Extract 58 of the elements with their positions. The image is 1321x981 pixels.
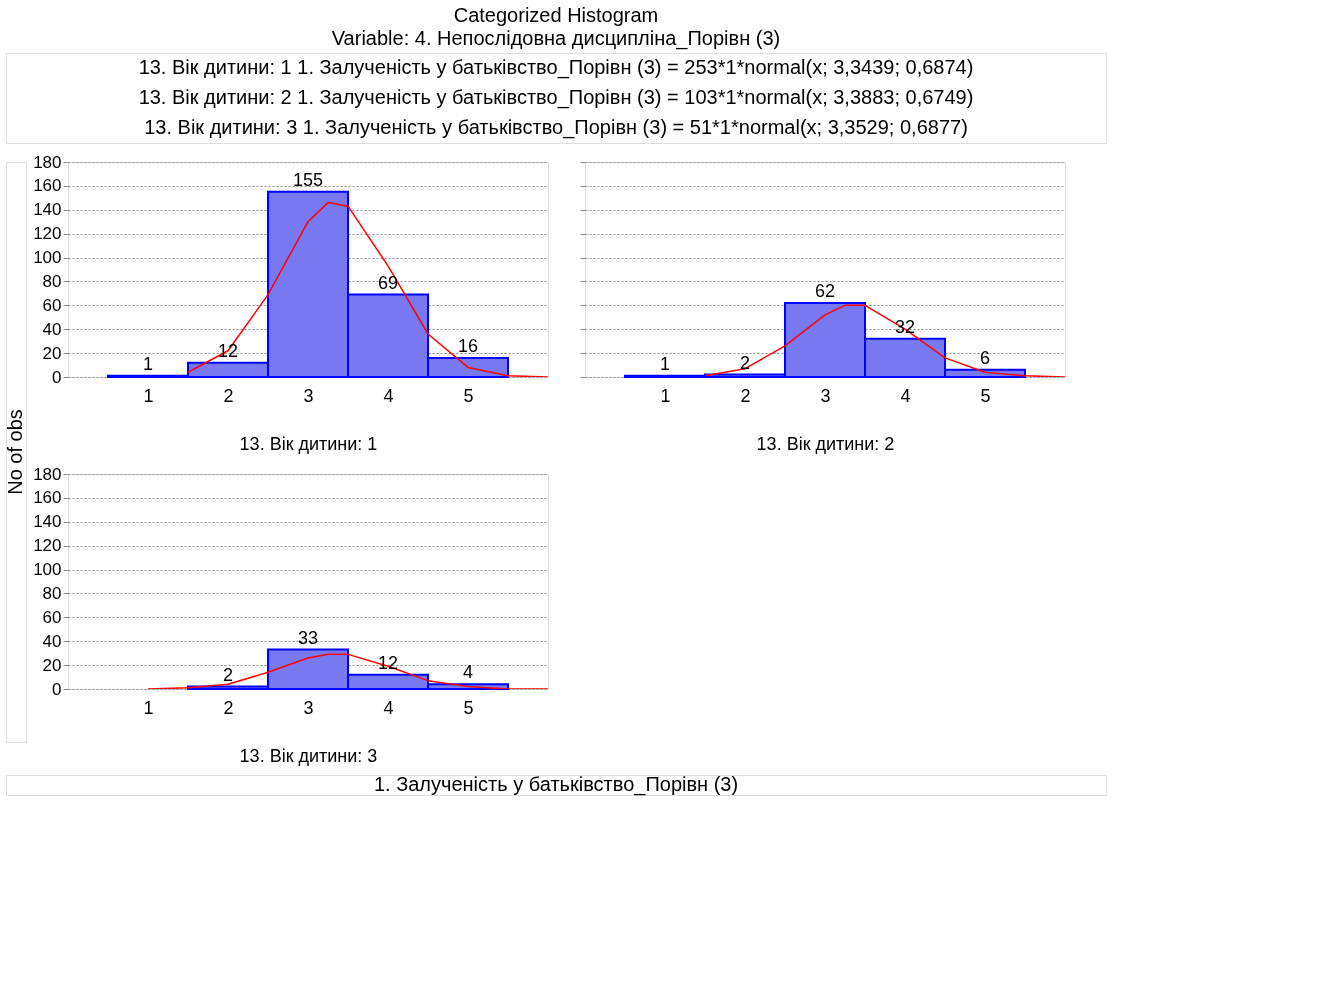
y-axis-title: No of obs: [4, 409, 26, 495]
y-tick-label: 100: [33, 248, 62, 268]
x-axis-title: 13. Вік дитини: 1: [239, 433, 378, 454]
x-tick-label: 5: [463, 697, 474, 718]
y-tick-label: 80: [42, 271, 62, 291]
data-label: 2: [739, 352, 751, 373]
x-tick-label: 1: [143, 697, 154, 718]
x-tick-label: 5: [980, 385, 991, 406]
line-series: [147, 653, 548, 689]
y-tick-label: 0: [52, 367, 62, 387]
y-tick-label: 100: [33, 560, 62, 580]
y-tick-label: 20: [42, 343, 62, 363]
text: 13. Вік дитини: 3 1. Залученість у батьківство_Порівн (3) = 51*1*normal(x; 3,3529; 0,6877): [144, 116, 968, 139]
data-label: 2: [222, 664, 234, 685]
data-label: 62: [814, 280, 836, 301]
x-tick-label: 3: [820, 385, 831, 406]
x-tick-label: 3: [303, 697, 314, 718]
x-tick-label: 4: [383, 385, 394, 406]
y-tick-label: 20: [42, 655, 62, 675]
y-tick-label: 140: [33, 200, 62, 220]
x-axis-title: 13. Вік дитини: 2: [756, 433, 895, 454]
text: 1. Залученість у батьківство_Порівн (3): [373, 773, 739, 796]
x-tick-label: 4: [383, 697, 394, 718]
x-tick-label: 5: [463, 385, 474, 406]
y-tick-label: 160: [33, 176, 62, 196]
y-tick-label: 180: [33, 152, 62, 172]
y-tick-label: 120: [33, 224, 62, 244]
data-label: 6: [979, 347, 991, 368]
x-tick-label: 2: [223, 385, 234, 406]
x-tick-label: 3: [303, 385, 314, 406]
x-axis-title: 13. Вік дитини: 3: [239, 745, 378, 766]
y-tick-label: 80: [42, 583, 62, 603]
data-label: 155: [292, 169, 324, 190]
data-label: 1: [659, 353, 671, 374]
y-tick-label: 40: [42, 319, 62, 339]
y-tick-label: 180: [33, 464, 62, 484]
y-tick-label: 60: [42, 607, 62, 627]
data-label: 4: [462, 662, 474, 683]
y-tick-label: 160: [33, 488, 62, 508]
x-tick-label: 2: [740, 385, 751, 406]
data-label: 33: [297, 627, 319, 648]
chart-subtitle: Variable: 4. Непослідовна дисципліна_Порівн (3): [331, 26, 781, 50]
data-label: 16: [457, 335, 479, 356]
y-tick-label: 60: [42, 295, 62, 315]
y-tick-label: 0: [52, 679, 62, 699]
y-tick-label: 40: [42, 631, 62, 651]
x-tick-label: 1: [660, 385, 671, 406]
text: 13. Вік дитини: 1 1. Залученість у батьківство_Порівн (3) = 253*1*normal(x; 3,3439; 0,6874): [138, 56, 974, 79]
x-tick-label: 1: [143, 385, 154, 406]
y-tick-label: 120: [33, 536, 62, 556]
text: 13. Вік дитини: 2 1. Залученість у батьківство_Порівн (3) = 103*1*normal(x; 3,3883; 0,6749): [138, 86, 974, 109]
line-series: [187, 201, 548, 377]
data-label: 1: [142, 353, 154, 374]
x-tick-label: 4: [900, 385, 911, 406]
x-tick-label: 2: [223, 697, 234, 718]
y-tick-label: 140: [33, 512, 62, 532]
data-label: 69: [377, 272, 399, 293]
chart-title: Categorized Histogram: [453, 3, 659, 26]
